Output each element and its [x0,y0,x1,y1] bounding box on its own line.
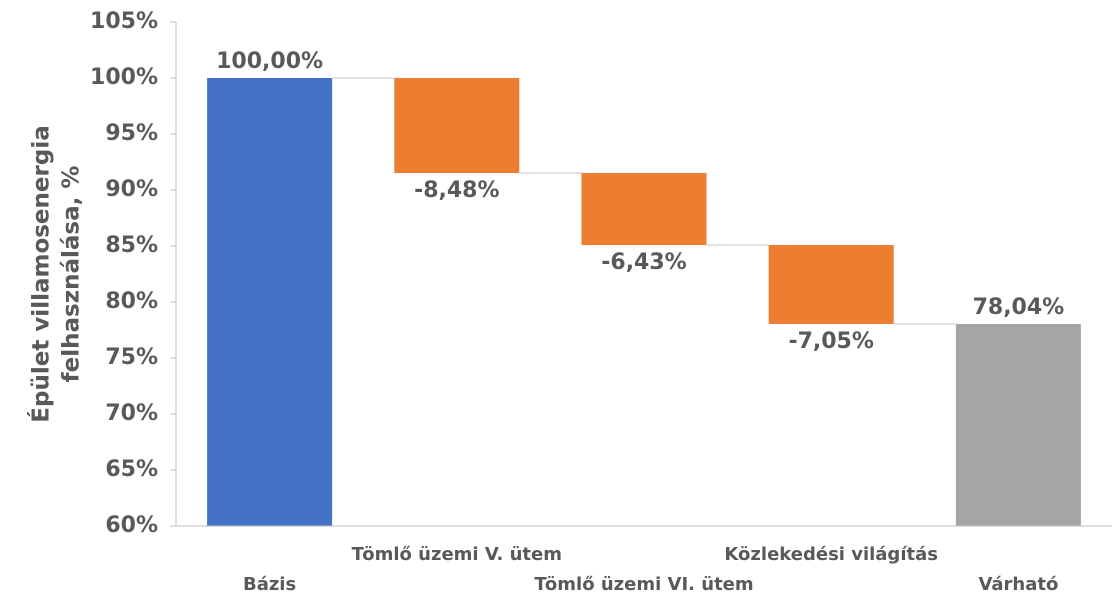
y-tick-label: 85% [105,233,158,258]
y-tick-label: 80% [105,289,158,314]
y-tick-label: 65% [105,457,158,482]
y-axis-title: Épület villamosenergia felhasználása, % [27,125,85,422]
y-tick-label: 60% [105,513,158,538]
y-tick-label: 100% [90,65,158,90]
y-tick-label: 75% [105,345,158,370]
data-label: -7,05% [788,329,873,354]
x-tick-label: Közlekedési világítás [724,544,938,565]
data-label: -6,43% [601,250,686,275]
bar [207,78,333,526]
bar [581,172,707,245]
y-tick-label: 70% [105,401,158,426]
y-tick-label: 95% [105,121,158,146]
data-label: 100,00% [216,49,323,74]
y-axis-title-line: Épület villamosenergia [27,125,55,422]
bar [955,323,1081,526]
bar [768,244,894,324]
data-label: 78,04% [973,295,1065,320]
data-label: -8,48% [414,178,499,203]
y-tick-label: 105% [90,9,158,34]
x-tick-label: Bázis [243,574,296,594]
x-tick-label: Várható [978,574,1058,594]
y-axis-title-line: felhasználása, % [59,166,85,383]
x-tick-label: Tömlő üzemi V. ütem [352,544,562,565]
x-tick-label: Tömlő üzemi VI. ütem [534,574,753,594]
bar [394,78,520,173]
y-tick-label: 90% [105,177,158,202]
